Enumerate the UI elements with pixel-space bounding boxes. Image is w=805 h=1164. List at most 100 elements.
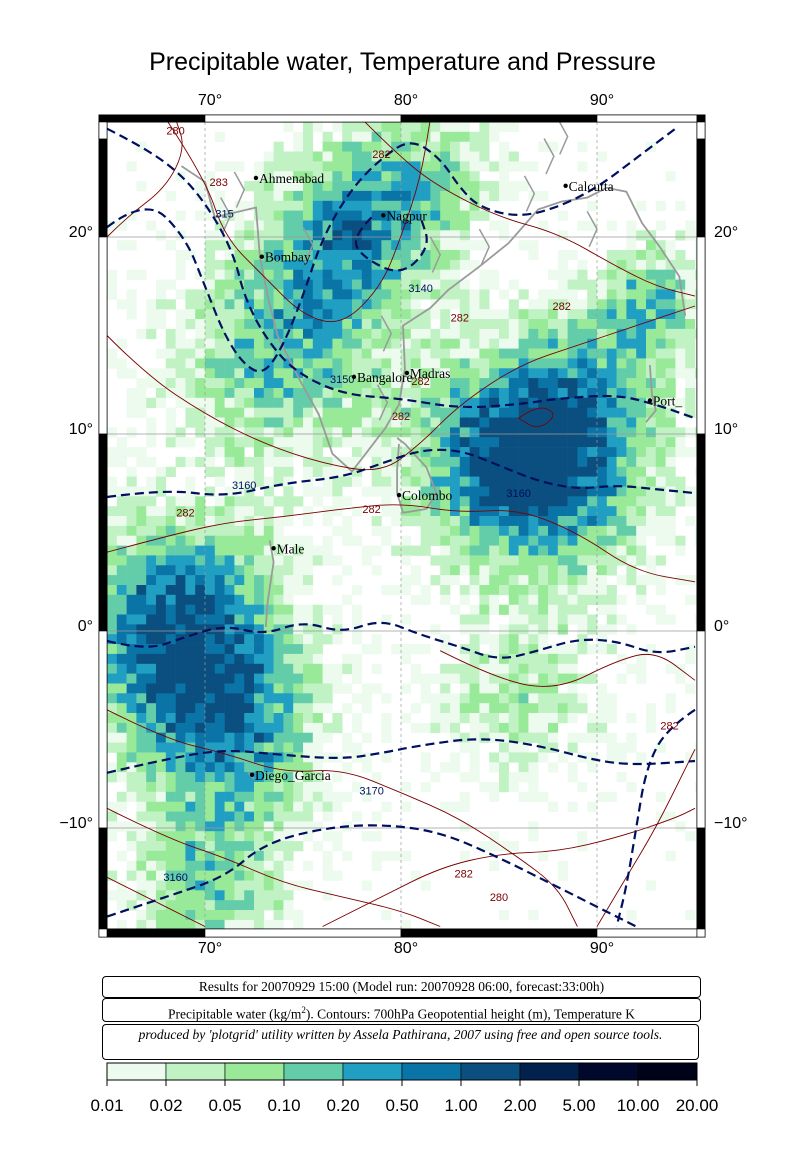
precip-cell xyxy=(538,604,549,615)
precip-cell xyxy=(205,644,216,655)
precip-cell xyxy=(332,683,343,694)
precip-cell xyxy=(283,732,294,743)
precip-cell xyxy=(116,506,127,517)
precip-cell xyxy=(567,516,578,527)
precip-cell xyxy=(332,348,343,359)
precip-cell xyxy=(381,348,392,359)
precip-cell xyxy=(214,309,225,320)
precip-cell xyxy=(665,171,676,182)
precip-cell xyxy=(283,476,294,487)
precip-cell xyxy=(214,190,225,202)
precip-cell xyxy=(283,289,294,300)
precip-cell xyxy=(224,880,235,891)
precip-cell xyxy=(146,417,157,428)
precip-cell xyxy=(303,634,314,645)
precip-cell xyxy=(214,604,225,615)
precip-cell xyxy=(234,447,245,458)
precip-cell xyxy=(214,506,225,517)
precip-cell xyxy=(185,782,196,793)
precip-cell xyxy=(508,683,519,694)
precip-cell xyxy=(616,388,627,399)
precip-cell xyxy=(175,683,186,694)
city-label: Colombo xyxy=(402,488,453,503)
precip-cell xyxy=(557,250,568,261)
precip-cell xyxy=(322,269,333,280)
precip-cell xyxy=(322,368,333,379)
precip-cell xyxy=(479,663,490,674)
precip-cell xyxy=(283,338,294,349)
precip-cell xyxy=(508,535,519,546)
river-path xyxy=(376,384,389,421)
precip-cell xyxy=(244,614,255,625)
precip-cell xyxy=(489,525,500,537)
precip-cell xyxy=(528,663,539,674)
precip-cell xyxy=(371,190,382,202)
precip-cell xyxy=(508,614,519,625)
precip-cell xyxy=(675,338,686,349)
precip-cell xyxy=(312,190,323,202)
precip-cell xyxy=(352,319,363,330)
precip-cell xyxy=(156,604,167,615)
precip-cell xyxy=(342,279,353,290)
precip-cell xyxy=(342,338,353,349)
precip-cell xyxy=(469,614,480,625)
precip-cell xyxy=(205,850,216,862)
city-label: Bombay xyxy=(265,250,311,265)
precip-cell xyxy=(459,624,470,635)
precip-cell xyxy=(361,220,372,231)
precip-cell xyxy=(420,456,431,468)
precip-cell xyxy=(244,299,255,310)
precip-cell xyxy=(146,683,157,694)
precip-cell xyxy=(420,358,431,369)
precip-cell xyxy=(175,437,186,448)
precip-cell xyxy=(489,535,500,546)
precip-cell xyxy=(224,821,235,832)
precip-cell xyxy=(126,683,137,694)
precip-cell xyxy=(283,427,294,438)
precip-cell xyxy=(410,190,421,202)
precip-cell xyxy=(332,171,343,182)
precip-cell xyxy=(440,250,451,261)
precip-cell xyxy=(646,358,657,369)
precip-cell xyxy=(450,535,461,546)
precip-cell xyxy=(136,594,147,605)
precip-cell xyxy=(283,348,294,359)
precip-cell xyxy=(273,299,284,310)
precip-cell xyxy=(303,506,314,517)
precip-cell xyxy=(244,368,255,379)
precip-cell xyxy=(626,230,637,241)
precip-cell xyxy=(263,890,274,901)
precip-cell xyxy=(479,289,490,300)
precip-cell xyxy=(165,841,176,852)
precip-cell xyxy=(381,269,392,280)
precip-cell xyxy=(303,240,314,251)
precip-cell xyxy=(665,516,676,527)
precip-cell xyxy=(430,496,441,507)
precip-cell xyxy=(410,378,421,389)
precip-cell xyxy=(126,476,137,487)
precip-cell xyxy=(175,673,186,684)
precip-cell xyxy=(312,653,323,665)
precip-cell xyxy=(165,752,176,763)
precip-cell xyxy=(361,427,372,438)
precip-cell xyxy=(420,594,431,605)
precip-cell xyxy=(440,762,451,773)
precip-cell xyxy=(185,614,196,625)
precip-cell xyxy=(303,555,314,566)
precip-cell xyxy=(636,752,647,763)
precip-cell xyxy=(518,693,529,704)
precip-cell xyxy=(626,417,637,428)
precip-cell xyxy=(342,181,353,192)
precip-cell xyxy=(518,338,529,349)
precip-cell xyxy=(214,407,225,418)
precip-cell xyxy=(352,181,363,192)
precip-cell xyxy=(450,190,461,202)
precip-cell xyxy=(342,653,353,665)
precip-cell xyxy=(254,860,265,871)
precip-cell xyxy=(518,565,529,576)
precip-cell xyxy=(440,545,451,556)
precip-cell xyxy=(195,791,206,802)
precip-cell xyxy=(577,516,588,527)
precip-cell xyxy=(548,565,559,576)
precip-cell xyxy=(606,358,617,369)
